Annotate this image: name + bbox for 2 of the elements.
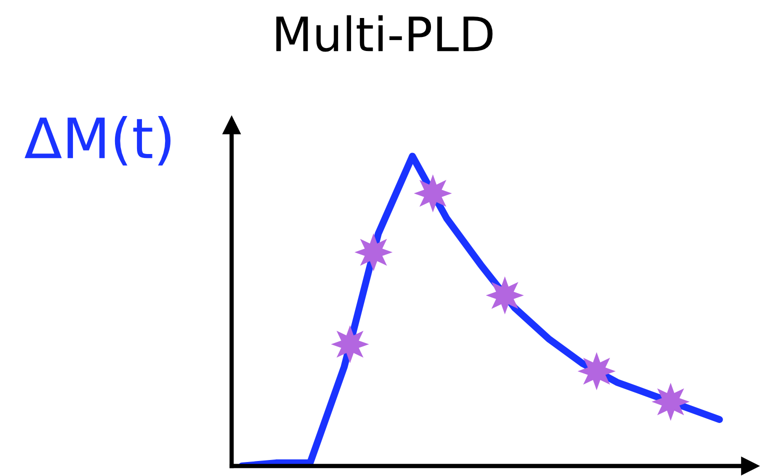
chart-title: Multi-PLD xyxy=(276,15,493,52)
y-axis-title: ΔM(t) xyxy=(24,116,170,166)
